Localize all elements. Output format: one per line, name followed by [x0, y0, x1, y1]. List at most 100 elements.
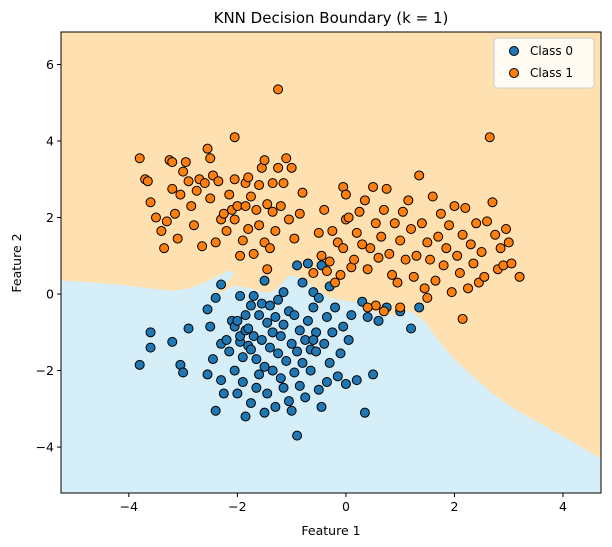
point-class-0: [167, 336, 178, 347]
y-tick-label: 4: [46, 134, 54, 149]
point-class-1: [414, 170, 425, 181]
point-class-1: [444, 220, 455, 231]
point-class-0: [221, 334, 232, 345]
point-class-1: [376, 231, 387, 242]
point-class-1: [197, 241, 208, 252]
point-class-0: [245, 344, 256, 355]
point-class-1: [186, 201, 197, 212]
point-class-0: [270, 401, 281, 412]
point-class-1: [294, 208, 305, 219]
y-tick-label: −4: [36, 440, 54, 455]
point-class-1: [270, 225, 281, 236]
point-class-1: [370, 300, 381, 311]
point-class-1: [463, 283, 474, 294]
point-class-1: [403, 195, 414, 206]
point-class-1: [427, 191, 438, 202]
point-class-1: [495, 243, 506, 254]
point-class-0: [256, 334, 267, 345]
point-class-0: [373, 315, 384, 326]
point-class-1: [384, 248, 395, 259]
plot-area: [61, 32, 601, 493]
x-tick-label: −2: [228, 499, 246, 514]
point-class-1: [180, 157, 191, 168]
point-class-1: [411, 250, 422, 261]
point-class-0: [256, 298, 267, 309]
point-class-1: [330, 277, 341, 288]
point-class-0: [286, 405, 297, 416]
point-class-1: [259, 155, 270, 166]
point-class-0: [294, 325, 305, 336]
point-class-0: [178, 367, 189, 378]
point-class-0: [210, 405, 221, 416]
point-class-0: [275, 331, 286, 342]
point-class-0: [332, 371, 343, 382]
point-class-0: [302, 258, 313, 269]
point-class-1: [343, 212, 354, 223]
point-class-1: [457, 313, 468, 324]
point-class-0: [297, 357, 308, 368]
legend-marker-class-0: [509, 46, 519, 56]
point-class-1: [392, 277, 403, 288]
point-class-1: [482, 216, 493, 227]
point-class-0: [251, 382, 262, 393]
point-class-1: [370, 218, 381, 229]
point-class-0: [254, 369, 265, 380]
point-class-0: [264, 300, 275, 311]
point-class-0: [316, 401, 327, 412]
point-class-0: [351, 375, 362, 386]
point-class-1: [262, 264, 273, 275]
point-class-0: [237, 377, 248, 388]
point-class-1: [273, 84, 284, 95]
point-class-1: [327, 225, 338, 236]
point-class-1: [251, 204, 262, 215]
point-class-1: [468, 258, 479, 269]
point-class-1: [191, 185, 202, 196]
point-class-0: [232, 315, 243, 326]
point-class-0: [235, 290, 246, 301]
point-class-1: [218, 208, 229, 219]
point-class-0: [270, 312, 281, 323]
point-class-1: [460, 202, 471, 213]
point-class-1: [501, 224, 512, 235]
point-class-1: [281, 153, 292, 164]
point-class-1: [484, 132, 495, 143]
x-axis-label: Feature 1: [301, 523, 360, 538]
point-class-1: [308, 268, 319, 279]
point-class-1: [319, 204, 330, 215]
point-class-0: [283, 396, 294, 407]
point-class-1: [283, 214, 294, 225]
point-class-0: [289, 310, 300, 321]
point-class-0: [134, 359, 145, 370]
y-tick-label: 0: [46, 287, 54, 302]
point-class-1: [408, 271, 419, 282]
point-class-1: [340, 189, 351, 200]
point-class-0: [305, 365, 316, 376]
point-class-0: [183, 323, 194, 334]
point-class-0: [248, 290, 259, 301]
point-class-1: [433, 231, 444, 242]
point-class-1: [514, 271, 525, 282]
point-class-0: [254, 310, 265, 321]
point-class-0: [278, 287, 289, 298]
point-class-1: [479, 271, 490, 282]
point-class-1: [229, 214, 240, 225]
point-class-1: [224, 189, 235, 200]
point-class-0: [297, 277, 308, 288]
point-class-0: [406, 323, 417, 334]
point-class-1: [264, 243, 275, 254]
point-class-1: [422, 237, 433, 248]
point-class-0: [324, 357, 335, 368]
point-class-0: [145, 342, 156, 353]
point-class-1: [389, 218, 400, 229]
point-class-1: [378, 306, 389, 317]
x-tick-label: 4: [559, 499, 567, 514]
point-class-0: [308, 334, 319, 345]
point-class-0: [311, 346, 322, 357]
point-class-0: [359, 407, 370, 418]
point-class-1: [172, 233, 183, 244]
y-tick-label: 2: [46, 210, 54, 225]
point-class-1: [490, 229, 501, 240]
point-class-0: [292, 260, 303, 271]
x-axis-ticks: −4 −2 0 2 4: [120, 493, 567, 514]
point-class-0: [289, 367, 300, 378]
